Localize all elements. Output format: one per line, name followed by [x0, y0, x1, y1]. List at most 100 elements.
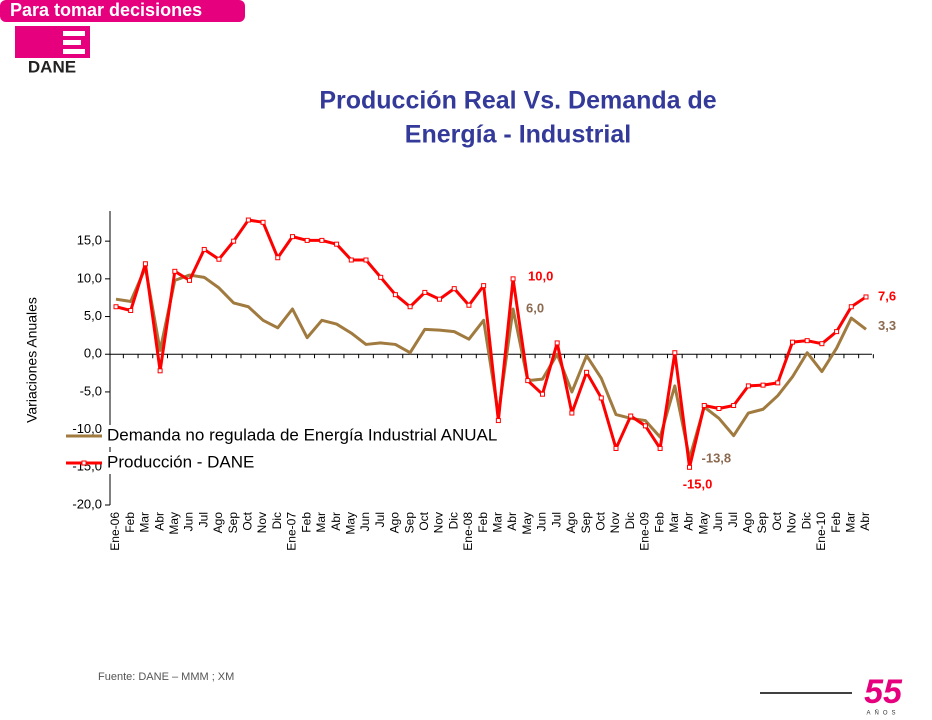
point-marker	[657, 445, 663, 451]
series-line	[115, 218, 867, 469]
x-tick-label: May	[167, 512, 181, 535]
point-marker	[687, 464, 693, 470]
x-tick-label: Mar	[138, 512, 152, 533]
point-marker	[157, 368, 163, 374]
point-marker	[407, 304, 413, 310]
legend-background	[104, 452, 516, 474]
point-marker	[819, 341, 825, 347]
point-marker	[392, 292, 398, 298]
point-marker	[510, 276, 516, 282]
y-tick-label: -15,0	[72, 459, 102, 474]
point-marker	[731, 402, 737, 408]
point-marker	[745, 383, 751, 389]
x-tick-label: Jul	[549, 512, 563, 527]
point-marker	[128, 308, 134, 314]
point-marker	[525, 378, 531, 384]
legend-background	[104, 425, 516, 447]
x-tick-label: Ago	[211, 512, 225, 534]
chart-title: Producción Real Vs. Demanda de	[319, 87, 716, 115]
y-tick-label: -10,0	[72, 421, 102, 436]
y-tick-label: 10,0	[77, 270, 102, 285]
point-marker	[760, 382, 766, 388]
x-tick-label: Abr	[505, 512, 519, 531]
x-tick-label: Jun	[711, 512, 725, 531]
point-marker	[113, 304, 119, 310]
x-tick-label: Feb	[299, 512, 313, 533]
point-marker	[539, 391, 545, 397]
x-tick-label: Feb	[829, 512, 843, 533]
point-marker	[437, 296, 443, 302]
point-marker	[451, 286, 457, 292]
legend-label: Demanda no regulada de Energía Industria…	[107, 425, 497, 444]
x-tick-label: Ago	[741, 512, 755, 534]
point-marker	[245, 217, 251, 223]
point-marker	[598, 395, 604, 401]
anniversary-unit: AÑOS	[866, 710, 899, 717]
point-marker	[216, 256, 222, 262]
data-label: 3,3	[878, 318, 896, 333]
x-tick-label: Jun	[182, 512, 196, 531]
y-tick-label: 15,0	[77, 233, 102, 248]
x-tick-label: Ene-10	[814, 512, 828, 551]
x-tick-label: Oct	[593, 511, 607, 530]
x-tick-label: Dic	[446, 512, 460, 529]
point-marker	[260, 219, 266, 225]
x-tick-label: Oct	[770, 511, 784, 530]
point-marker	[334, 241, 340, 247]
legend-marker	[81, 460, 87, 466]
point-marker	[701, 402, 707, 408]
x-tick-label: Feb	[476, 512, 490, 533]
x-tick-label: Ene-07	[285, 512, 299, 551]
x-tick-label: Ene-06	[108, 512, 122, 551]
point-marker	[348, 257, 354, 263]
x-tick-label: Abr	[858, 512, 872, 531]
source: Fuente: DANE – MMM ; XM	[98, 671, 234, 683]
point-marker	[187, 277, 193, 283]
x-tick-label: Jul	[373, 512, 387, 527]
point-marker	[863, 294, 869, 300]
x-tick-label: Nov	[608, 512, 622, 533]
point-marker	[804, 338, 810, 344]
x-tick-label: Abr	[682, 512, 696, 531]
point-marker	[495, 418, 501, 424]
point-marker	[275, 255, 281, 261]
x-tick-label: Abr	[152, 512, 166, 531]
point-marker	[466, 302, 472, 308]
x-tick-label: Dic	[799, 512, 813, 529]
x-tick-label: May	[520, 512, 534, 535]
y-axis-label: Variaciones Anuales	[24, 297, 40, 423]
x-tick-label: Sep	[226, 512, 240, 534]
point-marker	[848, 304, 854, 310]
point-marker	[569, 410, 575, 416]
y-tick-label: 5,0	[84, 308, 102, 323]
x-tick-label: Nov	[432, 512, 446, 533]
tagline: Para tomar decisiones	[10, 0, 202, 20]
point-marker	[834, 329, 840, 335]
logo-text: DANE	[28, 57, 76, 76]
point-marker	[481, 283, 487, 289]
data-label: 10,0	[528, 268, 553, 283]
x-tick-label: Abr	[329, 512, 343, 531]
x-tick-label: Dic	[270, 512, 284, 529]
x-tick-label: Mar	[491, 512, 505, 533]
point-marker	[422, 289, 428, 295]
x-tick-label: Dic	[623, 512, 637, 529]
x-tick-label: Ene-09	[638, 512, 652, 551]
x-tick-label: Sep	[579, 512, 593, 534]
point-marker	[289, 234, 295, 240]
x-tick-label: May	[343, 512, 357, 535]
y-tick-label: -20,0	[72, 496, 102, 511]
point-marker	[363, 257, 369, 263]
point-marker	[378, 274, 384, 280]
x-tick-label: May	[696, 512, 710, 535]
point-marker	[789, 339, 795, 345]
x-tick-label: Jul	[196, 512, 210, 527]
x-tick-label: Oct	[241, 511, 255, 530]
point-marker	[172, 268, 178, 274]
x-tick-label: Mar	[843, 512, 857, 533]
point-marker	[672, 350, 678, 356]
point-marker	[304, 237, 310, 243]
point-marker	[613, 445, 619, 451]
point-marker	[584, 369, 590, 375]
point-marker	[142, 261, 148, 267]
